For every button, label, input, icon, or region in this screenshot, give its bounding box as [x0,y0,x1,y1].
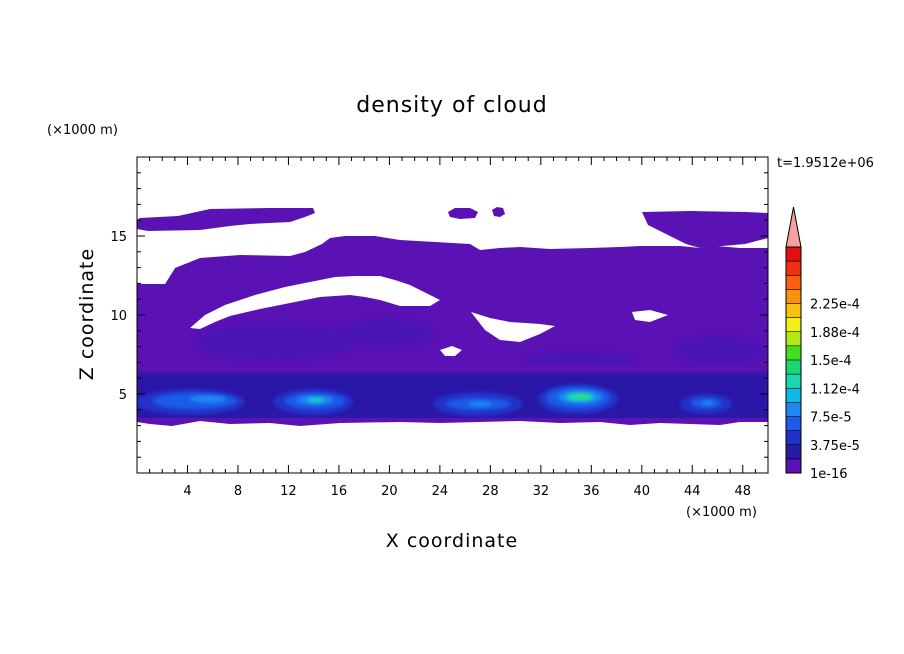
x-tick-label: 48 [734,484,751,499]
colorbar-segment [786,317,801,333]
colorbar-extend-arrow [785,206,802,248]
chart-title: density of cloud [356,93,547,118]
x-tick-label: 4 [183,484,191,499]
y-tick-label: 5 [119,388,127,403]
colorbar-segment [786,303,801,319]
colorbar-segment [786,360,801,375]
colorbar-label: 1.88e-4 [810,326,860,341]
y-tick-label: 15 [110,230,127,245]
upper-cloud-region [137,207,768,392]
core-regions [137,384,732,416]
colorbar-label: 3.75e-5 [810,439,860,454]
x-tick-label: 32 [533,484,550,499]
colorbar-label: 1e-16 [810,467,848,482]
colorbar: 1e-16 3.75e-5 7.5e-5 1.12e-4 1.5e-4 1.88e-4 2.… [785,206,860,482]
x-tick-label: 8 [234,484,242,499]
colorbar-segment [786,247,801,262]
y-axis-title: Z coordinate [76,248,98,380]
x-tick-label: 24 [432,484,449,499]
colorbar-label: 1.5e-4 [810,354,852,369]
colorbar-segment [786,289,801,304]
colorbar-segment [786,444,801,460]
colorbar-segment [786,430,801,446]
colorbar-segment [786,345,801,361]
colorbar-segment [786,331,801,347]
x-tick-label: 44 [684,484,701,499]
colorbar-segment [786,374,801,389]
x-tick-label: 16 [331,484,348,499]
colorbar-segment [786,388,801,403]
x-unit-label: (×1000 m) [686,505,757,520]
colorbar-label: 1.12e-4 [810,382,860,397]
y-axis: 5 10 15 [110,172,768,458]
colorbar-segment [786,416,801,432]
heatmap-field [137,207,768,426]
colorbar-segment [786,261,801,276]
y-tick-label: 10 [110,309,127,324]
x-tick-label: 40 [634,484,651,499]
y-unit-label: (×1000 m) [47,123,118,138]
x-axis: 4 8 12 16 20 24 28 32 36 40 44 48 [149,157,756,499]
x-tick-label: 28 [482,484,499,499]
x-tick-label: 12 [280,484,297,499]
x-tick-label: 36 [583,484,600,499]
colorbar-segment [786,458,801,474]
x-axis-title: X coordinate [386,530,518,552]
time-label: t=1.9512e+06 [777,156,874,171]
colorbar-segment [786,402,801,417]
x-tick-label: 20 [381,484,398,499]
colorbar-label: 2.25e-4 [810,298,860,313]
colorbar-label: 7.5e-5 [810,411,852,426]
colorbar-segment [786,275,801,290]
